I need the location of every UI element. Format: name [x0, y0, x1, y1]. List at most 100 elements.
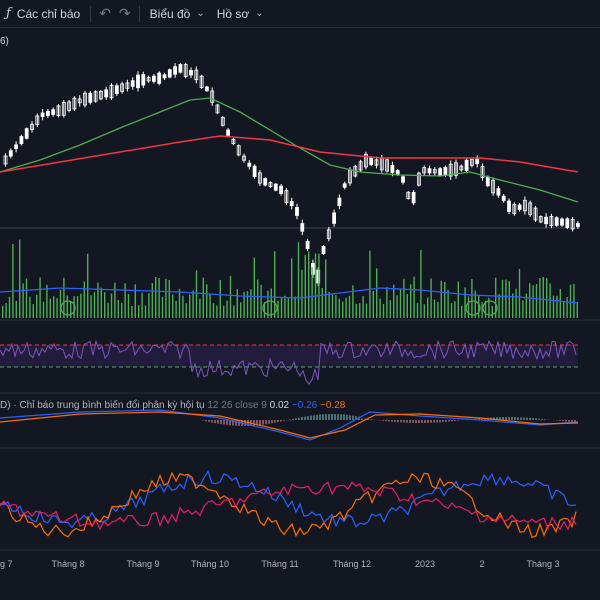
volume-bar	[505, 279, 507, 318]
candle	[395, 170, 400, 175]
volume-bar	[576, 301, 578, 318]
volume-bar	[342, 301, 344, 318]
candle	[363, 153, 368, 168]
volume-bar	[569, 284, 572, 318]
volume-bar	[165, 278, 167, 318]
volume-bar	[141, 292, 143, 318]
volume-bar	[22, 283, 24, 318]
volume-bar	[328, 291, 330, 318]
time-axis-label: Tháng 12	[333, 559, 371, 569]
candle	[268, 182, 273, 187]
volume-bar	[308, 251, 310, 318]
volume-bar	[399, 288, 402, 318]
candle	[459, 165, 464, 171]
candle	[469, 159, 474, 166]
volume-bar	[535, 284, 538, 318]
volume-bar	[413, 276, 415, 318]
volume-bar	[155, 277, 157, 318]
volume-bar	[274, 251, 276, 318]
volume-bar	[352, 285, 354, 318]
candle	[3, 155, 8, 165]
time-axis-label: 2	[479, 559, 484, 569]
chart-canvas[interactable]: g 7 Tháng 8 Tháng 9 Tháng 10 Tháng 11 Tháng 1…	[0, 27, 600, 600]
volume-bar	[501, 279, 504, 318]
volume-bar	[250, 289, 252, 318]
volume-bar	[348, 295, 351, 318]
undo-icon[interactable]: ↶	[99, 5, 111, 21]
candle	[19, 136, 24, 145]
volume-bar	[223, 305, 225, 318]
profile-menu-label: Hồ sơ	[216, 6, 250, 21]
candle	[337, 197, 342, 206]
candle	[406, 191, 411, 199]
volume-bar	[287, 298, 289, 318]
candle	[538, 216, 543, 223]
volume-bar	[573, 283, 575, 318]
candle	[72, 97, 77, 110]
chart-menu-button[interactable]: Biểu đồ ⌄	[144, 0, 211, 27]
indicators-button[interactable]: ƒ Các chỉ báo	[0, 0, 86, 27]
candle	[491, 179, 496, 194]
macd-signal-value: −0.28	[320, 400, 346, 411]
volume-bar	[124, 283, 126, 318]
candle	[24, 128, 29, 139]
volume-bar	[110, 293, 113, 318]
volume-bar	[202, 277, 204, 318]
candle	[374, 159, 379, 166]
volume-signal-marker	[465, 300, 481, 316]
candle	[204, 86, 209, 92]
candle	[422, 167, 427, 174]
volume-bar	[46, 284, 48, 318]
macd-line	[0, 409, 579, 441]
volume-bar	[563, 301, 565, 318]
candle	[443, 166, 448, 176]
macd-signal-line	[0, 411, 579, 439]
volume-bar	[457, 281, 459, 318]
time-axis-label: Tháng 11	[261, 559, 298, 569]
volume-bar	[236, 289, 238, 318]
volume-bar	[246, 291, 249, 318]
volume-bar	[226, 300, 228, 318]
price-pane	[0, 62, 600, 551]
candle	[279, 185, 284, 194]
volume-bar	[311, 267, 313, 318]
volume-bar	[216, 305, 218, 318]
volume-bar	[284, 295, 286, 318]
candle	[167, 69, 172, 78]
volume-bar	[158, 278, 160, 318]
volume-bar	[518, 268, 521, 318]
volume-bar	[430, 278, 432, 318]
candle	[263, 178, 268, 186]
volume-bar	[552, 295, 555, 318]
volume-bar	[240, 302, 242, 318]
volume-bar	[403, 278, 405, 318]
candle	[305, 240, 310, 249]
volume-bar	[474, 290, 476, 318]
volume-bar	[76, 296, 79, 318]
volume-bar	[464, 287, 466, 318]
candle	[8, 150, 13, 157]
candle	[454, 162, 458, 176]
volume-bar	[304, 254, 306, 318]
candle	[390, 164, 395, 173]
volume-bar	[19, 239, 21, 318]
stochastic-pane	[0, 470, 577, 539]
candle	[289, 201, 294, 207]
volume-bar	[396, 295, 398, 318]
candle	[507, 200, 511, 212]
volume-bar	[90, 295, 92, 318]
profile-menu-button[interactable]: Hồ sơ ⌄	[211, 0, 270, 27]
candle	[342, 183, 347, 188]
volume-bar	[566, 297, 568, 318]
candle	[67, 101, 71, 111]
candle	[549, 216, 554, 226]
macd-line-value: −0.26	[291, 400, 318, 411]
time-axis-label: Tháng 9	[126, 559, 159, 569]
candle	[46, 110, 50, 116]
candle	[475, 158, 480, 165]
candle	[56, 105, 61, 117]
candle	[194, 69, 199, 81]
volume-bar	[301, 269, 303, 318]
volume-bar	[294, 296, 296, 318]
redo-icon[interactable]: ↷	[118, 5, 131, 21]
